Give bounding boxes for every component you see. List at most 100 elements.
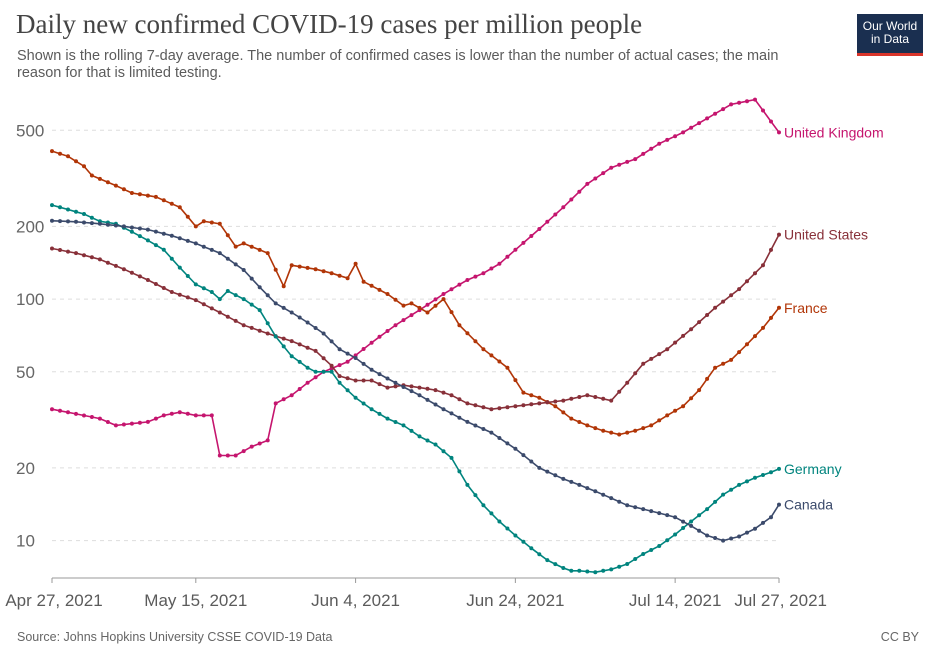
data-point [66, 410, 70, 415]
legend-label: France [784, 300, 828, 316]
data-point [217, 310, 222, 315]
data-point [82, 413, 86, 418]
data-point [209, 306, 214, 311]
data-point [385, 376, 390, 381]
data-point [481, 427, 486, 431]
data-point [313, 369, 318, 374]
data-point [593, 489, 598, 494]
data-point [609, 430, 614, 435]
data-point [577, 395, 582, 399]
data-point [265, 438, 270, 443]
data-point [529, 402, 534, 407]
owid-logo[interactable]: Our World in Data [857, 14, 923, 56]
data-point [97, 221, 102, 226]
data-point [185, 295, 190, 300]
data-point [633, 505, 638, 510]
data-point [281, 344, 286, 349]
data-point [153, 416, 158, 421]
data-point [769, 119, 773, 124]
data-point [137, 274, 142, 279]
data-point [649, 356, 654, 361]
data-point [521, 403, 526, 408]
data-point [50, 407, 54, 412]
data-point [705, 376, 710, 381]
data-point [217, 453, 222, 458]
series-line-germany [51, 204, 780, 574]
data-point [217, 297, 222, 302]
legend-label: United States [784, 227, 868, 243]
data-point [753, 334, 757, 339]
data-point [201, 286, 206, 291]
data-point [58, 205, 62, 210]
data-point [305, 265, 310, 270]
data-point [505, 526, 510, 531]
data-point [233, 293, 238, 298]
data-point [649, 146, 654, 151]
data-point [249, 444, 254, 449]
data-point [129, 225, 134, 230]
series-line-united-states [51, 234, 780, 411]
data-point [697, 528, 702, 533]
data-point [689, 396, 694, 401]
data-point [345, 276, 350, 281]
data-point [697, 121, 702, 126]
data-point [449, 287, 454, 292]
data-point [74, 219, 78, 224]
data-point [657, 141, 662, 146]
data-point [321, 356, 326, 361]
data-point [417, 434, 422, 439]
y-tick-label: 10 [16, 532, 35, 551]
data-point [737, 534, 742, 539]
data-point [433, 297, 438, 302]
data-point [289, 354, 294, 359]
data-point [377, 287, 382, 292]
data-point [82, 253, 86, 258]
data-point [489, 430, 494, 435]
data-point [473, 423, 478, 428]
data-point [705, 533, 710, 538]
data-point [409, 428, 414, 433]
data-point [449, 310, 454, 315]
data-point [481, 271, 486, 276]
data-point [289, 263, 294, 268]
license-label[interactable]: CC BY [880, 630, 919, 644]
data-point [50, 246, 54, 251]
data-point [409, 384, 414, 389]
data-point [417, 305, 422, 310]
data-point [753, 97, 757, 102]
y-tick-label: 50 [16, 363, 35, 382]
data-point [489, 511, 494, 516]
data-point [473, 403, 478, 408]
data-point [681, 526, 686, 530]
data-point [769, 315, 773, 320]
data-point [665, 413, 670, 418]
data-point [465, 401, 470, 406]
data-point [769, 515, 773, 520]
data-point [377, 372, 382, 377]
data-point [105, 260, 110, 265]
data-point [385, 292, 390, 296]
data-point [753, 475, 757, 480]
data-point [241, 297, 246, 302]
data-point [337, 363, 342, 368]
data-point [545, 469, 550, 474]
data-point [673, 134, 678, 139]
data-point [721, 107, 726, 112]
data-point [50, 149, 54, 154]
data-point [553, 212, 558, 217]
data-point [201, 244, 206, 249]
data-point [265, 251, 270, 256]
data-point [633, 371, 638, 376]
data-point [777, 130, 781, 135]
data-point [313, 348, 318, 353]
data-point [281, 397, 286, 402]
data-point [465, 419, 470, 424]
data-point [753, 271, 757, 276]
data-point [225, 289, 230, 293]
series-line-france [51, 150, 780, 436]
data-point [545, 558, 550, 563]
data-point [577, 482, 582, 487]
data-point [593, 426, 598, 431]
data-point [66, 207, 70, 212]
